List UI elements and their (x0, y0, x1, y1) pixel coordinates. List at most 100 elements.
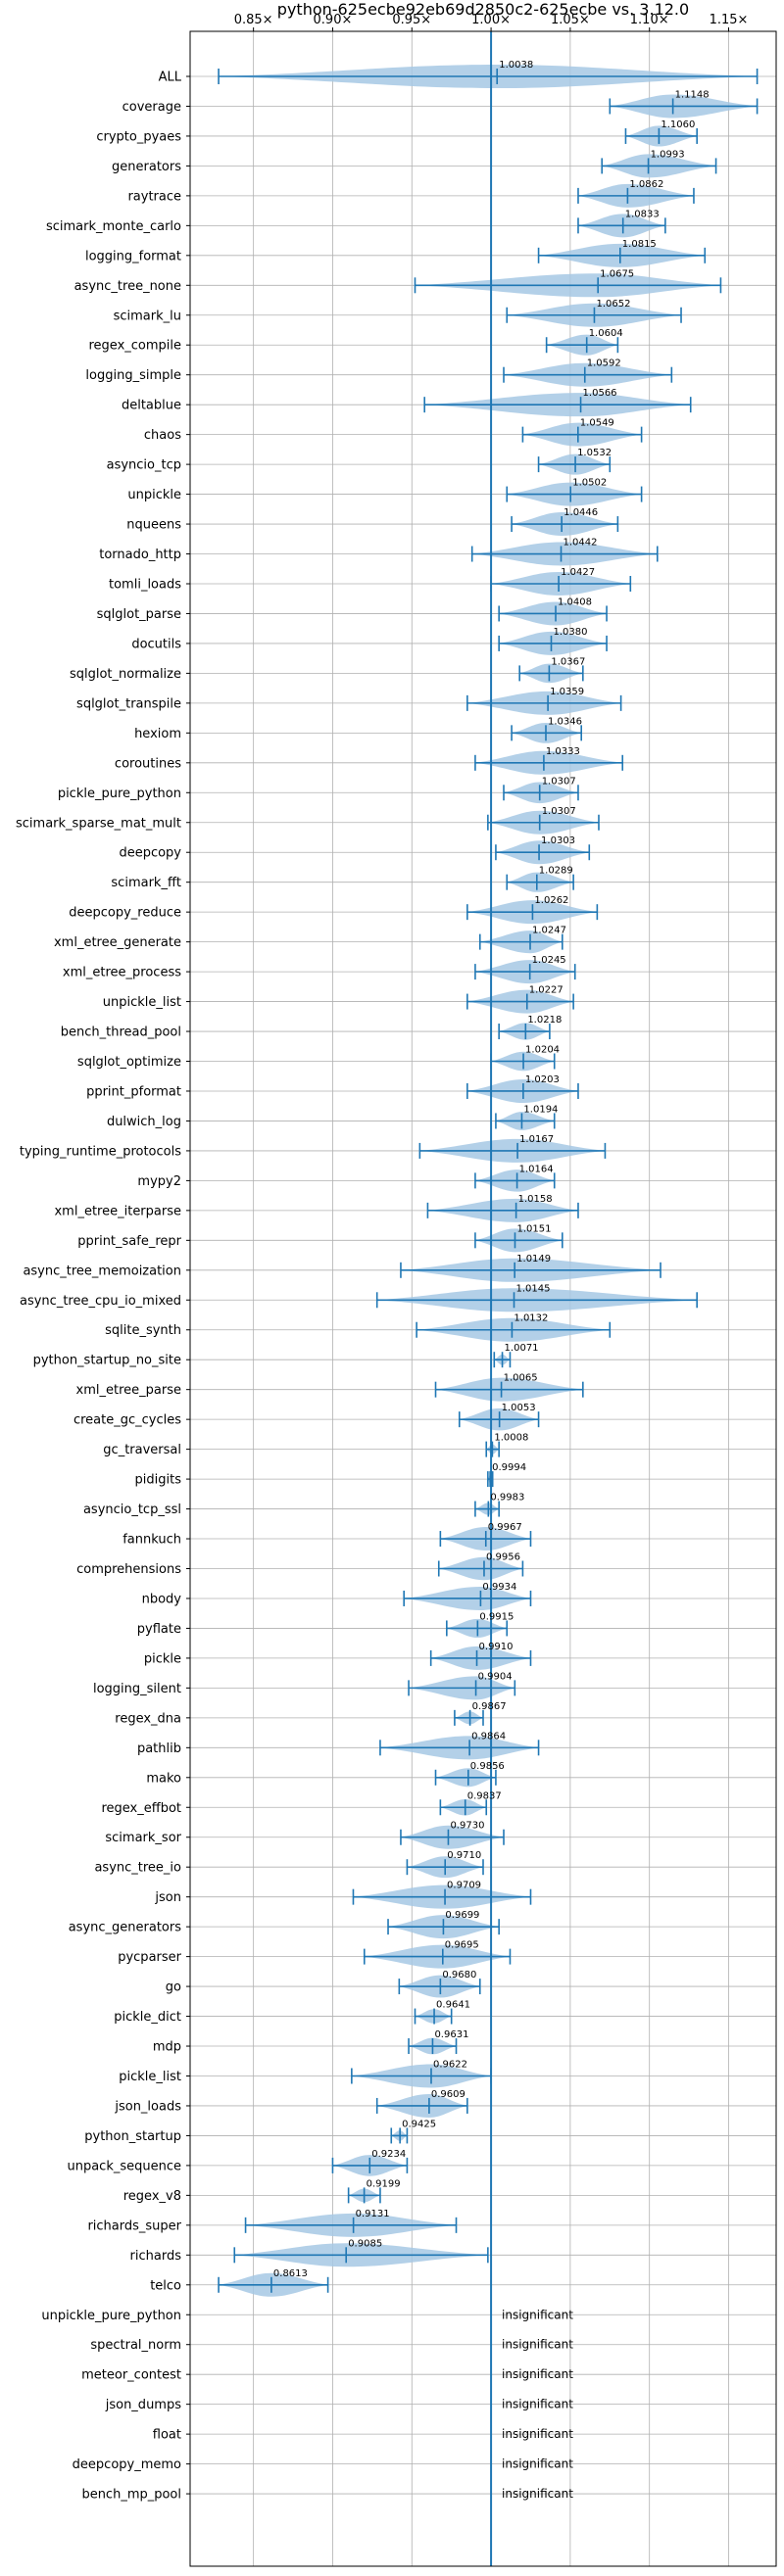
benchmark-label: unpickle_list (103, 995, 181, 1010)
benchmark-label: sqlglot_optimize (77, 1055, 181, 1070)
benchmark-label: tornado_http (99, 548, 181, 562)
value-label: 1.0262 (534, 895, 568, 906)
insignificant-label: insignificant (502, 2487, 573, 2501)
insignificant-label: insignificant (502, 2308, 573, 2321)
benchmark-label: async_generators (69, 1921, 182, 1935)
benchmark-label: xml_etree_iterparse (54, 1204, 181, 1218)
value-label: 1.0408 (558, 596, 592, 607)
value-label: 0.9867 (472, 1701, 507, 1712)
value-label: 0.9234 (371, 2149, 406, 2160)
benchmark-label: mako (146, 1771, 181, 1786)
x-tick-label: 1.15× (710, 13, 749, 27)
benchmark-label: async_tree_io (94, 1861, 181, 1876)
benchmark-label: tomli_loads (109, 577, 181, 592)
value-label: 1.0158 (518, 1194, 553, 1205)
value-label: 1.0367 (551, 656, 585, 667)
benchmark-label: pickle_list (119, 2070, 181, 2084)
benchmark-label: unpack_sequence (67, 2159, 181, 2173)
benchmark-label: regex_v8 (123, 2189, 181, 2204)
value-label: 1.0303 (541, 835, 575, 846)
value-label: 1.0151 (516, 1223, 551, 1234)
benchmark-label: pickle_pure_python (58, 787, 181, 801)
value-label: 1.0053 (502, 1403, 536, 1413)
value-label: 1.0245 (532, 955, 566, 966)
benchmark-label: gc_traversal (103, 1443, 181, 1457)
value-label: 1.0307 (542, 806, 576, 817)
benchmark-label: docutils (131, 637, 181, 651)
value-label: 1.0446 (564, 507, 598, 518)
value-label: 0.9994 (492, 1462, 526, 1473)
benchmark-label: create_gc_cycles (74, 1413, 181, 1428)
benchmark-label: python_startup (84, 2129, 181, 2144)
benchmark-label: bench_thread_pool (61, 1026, 181, 1040)
benchmark-label: regex_compile (88, 339, 181, 354)
value-label: 0.9699 (445, 1910, 479, 1921)
benchmark-label: raytrace (127, 189, 181, 204)
benchmark-label: python_startup_no_site (33, 1354, 181, 1368)
benchmark-label: richards (130, 2249, 182, 2264)
benchmark-label: regex_dna (115, 1711, 181, 1726)
benchmark-label: comprehensions (76, 1562, 181, 1577)
benchmark-label: chaos (144, 428, 181, 443)
value-label: 1.1060 (661, 119, 695, 130)
benchmark-label: async_tree_none (74, 279, 181, 294)
benchmark-label: unpickle (127, 488, 181, 502)
value-label: 1.0149 (516, 1254, 551, 1264)
benchmark-label: pycparser (118, 1950, 181, 1965)
value-label: 0.9609 (431, 2089, 466, 2100)
value-label: 1.0008 (494, 1433, 528, 1444)
benchmark-label: spectral_norm (90, 2338, 181, 2353)
value-label: 1.0359 (550, 687, 584, 697)
value-label: 0.9622 (433, 2059, 467, 2070)
value-label: 0.9131 (356, 2209, 390, 2219)
insignificant-label: insignificant (502, 2338, 573, 2352)
chart-title: python-625ecbe92eb69d2850c2-625ecbe vs. … (277, 0, 689, 19)
benchmark-label: mdp (153, 2040, 181, 2055)
benchmark-label: deltablue (122, 399, 181, 413)
value-label: 0.9710 (447, 1850, 481, 1861)
benchmark-label: async_tree_memoization (23, 1264, 181, 1278)
benchmark-label: fannkuch (122, 1533, 181, 1548)
insignificant-label: insignificant (502, 2367, 573, 2381)
value-label: 1.0203 (525, 1074, 560, 1085)
value-label: 1.0427 (561, 567, 595, 578)
benchmark-label: coverage (122, 100, 181, 115)
x-tick-label: 1.10× (630, 13, 669, 27)
value-label: 1.0247 (532, 926, 566, 936)
value-label: 1.0333 (546, 746, 580, 757)
benchmark-label: pickle (144, 1651, 181, 1666)
x-tick-label: 0.90× (314, 13, 353, 27)
value-label: 0.9680 (442, 1970, 476, 1980)
insignificant-label: insignificant (502, 2427, 573, 2441)
benchmark-label: sqlglot_normalize (70, 667, 181, 682)
benchmark-label: pprint_safe_repr (77, 1234, 181, 1249)
benchmark-label: regex_effbot (101, 1801, 181, 1816)
benchmark-label: sqlglot_parse (97, 607, 181, 622)
benchmark-label: generators (112, 160, 181, 174)
benchmark-label: scimark_monte_carlo (46, 219, 181, 234)
value-label: 1.0652 (596, 299, 630, 310)
value-label: 0.9983 (490, 1493, 524, 1503)
benchmark-label: scimark_sor (105, 1831, 181, 1845)
value-label: 1.0532 (577, 448, 612, 458)
benchmark-label: logging_silent (93, 1682, 181, 1696)
labels-layer: 0.85× 0.90× 0.95× 1.00× 1.05× 1.10× 1.15× ALL 1.… (16, 13, 748, 2503)
value-label: 0.9695 (445, 1940, 479, 1951)
benchmark-label: typing_runtime_protocols (20, 1144, 181, 1159)
benchmark-label: json_dumps (105, 2398, 181, 2412)
value-label: 0.9934 (482, 1582, 516, 1593)
benchmark-label: dulwich_log (107, 1115, 181, 1129)
benchmark-label: pidigits (135, 1473, 182, 1488)
benchmark-label: scimark_fft (111, 876, 181, 890)
plot-frame (189, 30, 777, 2567)
value-label: 1.0218 (527, 1015, 562, 1026)
value-label: 0.9967 (488, 1522, 522, 1533)
value-label: 1.0227 (529, 985, 564, 996)
value-label: 1.0071 (505, 1343, 539, 1354)
benchmark-label: nbody (142, 1592, 182, 1606)
benchmark-label: nqueens (126, 518, 181, 533)
benchmark-label: float (153, 2428, 181, 2443)
benchmark-label: json_loads (114, 2099, 181, 2114)
value-label: 1.0307 (542, 776, 576, 787)
